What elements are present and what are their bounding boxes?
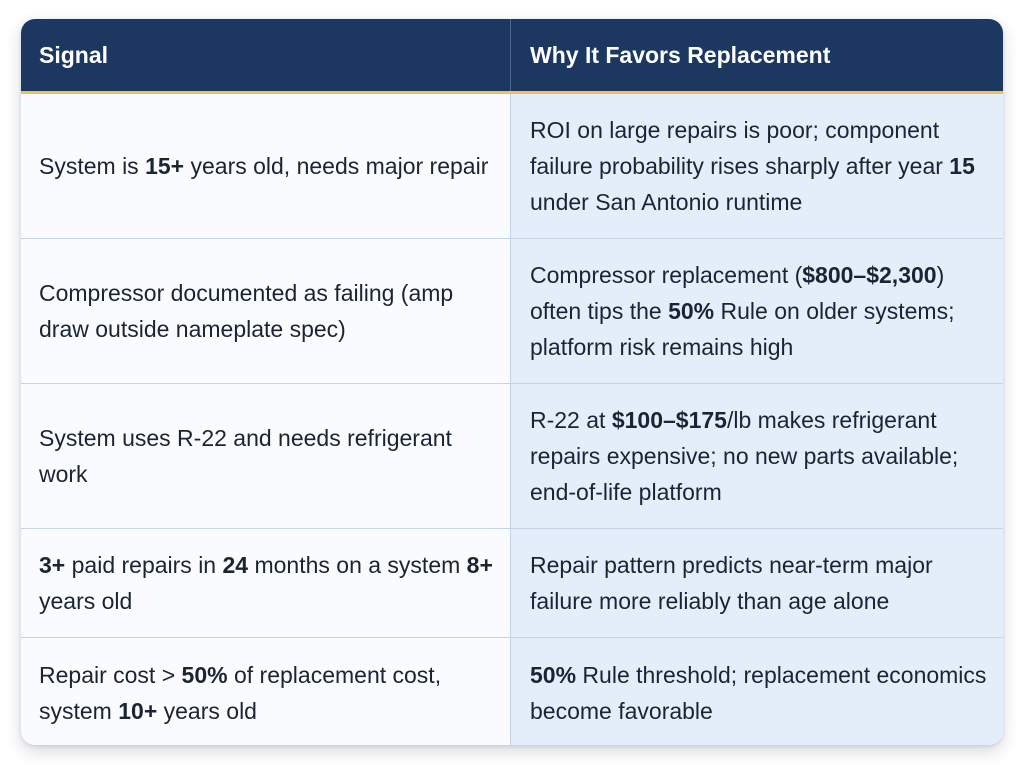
bold-text-segment: 24 <box>222 552 249 578</box>
signal-cell: System is 15+ years old, needs major rep… <box>21 94 511 238</box>
text-segment: ) often tips the <box>530 262 945 324</box>
signal-cell: System uses R-22 and needs refrigerant w… <box>21 384 511 528</box>
header-signal: Signal <box>21 19 511 91</box>
bold-text-segment: 15 <box>949 153 975 179</box>
table-row: 3+ paid repairs in 24 months on a system… <box>21 528 1003 637</box>
text-segment: Repair cost > <box>39 662 182 688</box>
table-row: System is 15+ years old, needs major rep… <box>21 94 1003 238</box>
text-segment: years old <box>39 588 133 614</box>
text-segment: ROI on large repairs is poor; component … <box>530 117 950 179</box>
table-row: Repair cost > 50% of replacement cost, s… <box>21 637 1003 745</box>
table-row: System uses R-22 and needs refrigerant w… <box>21 383 1003 528</box>
text-segment: Rule on older systems; platform risk rem… <box>530 298 955 360</box>
table-row: Compressor documented as failing (amp dr… <box>21 238 1003 383</box>
reason-cell: Repair pattern predicts near-term major … <box>511 529 1003 637</box>
reason-cell: ROI on large repairs is poor; component … <box>511 94 1003 238</box>
text-segment: Compressor documented as failing (amp dr… <box>39 280 454 342</box>
bold-text-segment: 50% <box>181 662 228 688</box>
text-segment: years old <box>157 698 257 724</box>
bold-text-segment: 15+ <box>145 153 185 179</box>
bold-text-segment: $100–$175 <box>611 407 727 433</box>
bold-text-segment: $800–$2,300 <box>802 262 937 288</box>
bold-text-segment: 50% <box>530 662 577 688</box>
header-why-it-favors-replacement: Why It Favors Replacement <box>530 41 831 68</box>
text-segment: months on a system <box>248 552 467 578</box>
text-segment: of replacement cost, system <box>39 662 442 724</box>
signal-cell: Repair cost > 50% of replacement cost, s… <box>21 638 511 745</box>
reason-cell: 50% Rule threshold; replacement economic… <box>511 638 1003 745</box>
text-segment: System uses R-22 and needs refrigerant w… <box>39 425 452 487</box>
comparison-table: Signal Why It Favors Replacement System … <box>21 19 1003 745</box>
table-header-row: Signal Why It Favors Replacement <box>21 19 1003 94</box>
text-segment: /lb makes refrigerant repairs expensive;… <box>530 407 959 505</box>
signal-cell: 3+ paid repairs in 24 months on a system… <box>21 529 511 637</box>
reason-cell: Compressor replacement ($800–$2,300) oft… <box>511 239 1003 383</box>
text-segment: paid repairs in <box>65 552 223 578</box>
text-segment: years old, needs major repair <box>184 153 489 179</box>
reason-cell: R-22 at $100–$175/lb makes refrigerant r… <box>511 384 1003 528</box>
text-segment: System is <box>39 153 146 179</box>
signal-cell: Compressor documented as failing (amp dr… <box>21 239 511 383</box>
bold-text-segment: 8+ <box>466 552 493 578</box>
bold-text-segment: 3+ <box>39 552 66 578</box>
text-segment: Repair pattern predicts near-term major … <box>530 552 933 614</box>
text-segment: Compressor replacement ( <box>530 262 803 288</box>
text-segment: R-22 at <box>530 407 612 433</box>
bold-text-segment: 50% <box>668 298 715 324</box>
text-segment: under San Antonio runtime <box>530 189 803 215</box>
text-segment: Rule threshold; replacement economics be… <box>530 662 987 724</box>
bold-text-segment: 10+ <box>118 698 158 724</box>
